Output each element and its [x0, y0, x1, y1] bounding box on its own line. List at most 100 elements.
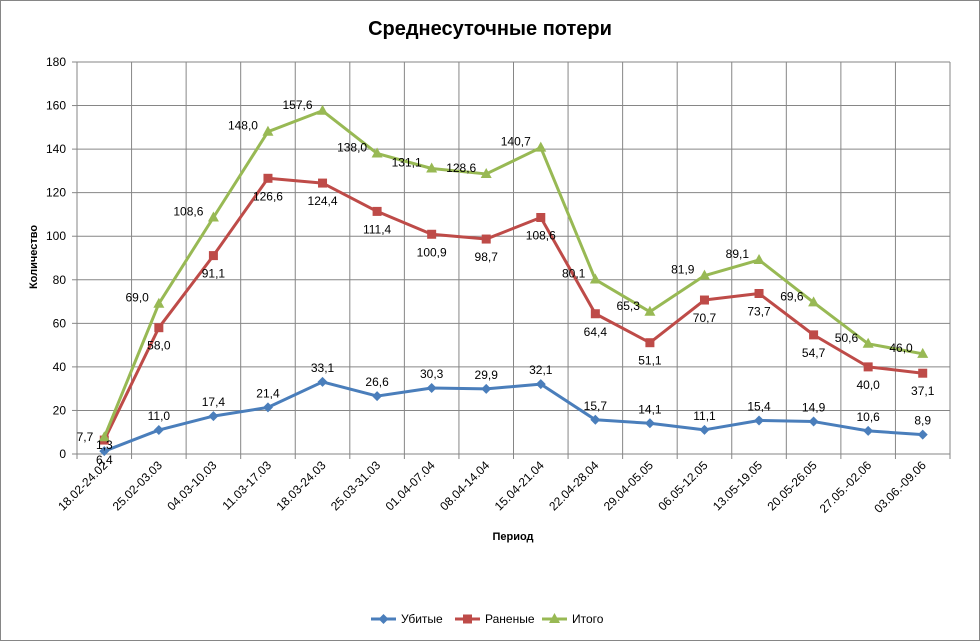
data-point: [154, 323, 164, 333]
data-label: 1,3: [96, 438, 113, 452]
legend-marker: [549, 613, 560, 623]
data-label: 33,1: [311, 361, 335, 375]
x-tick-label: 01.04-07.04: [383, 458, 438, 513]
data-label: 26,6: [365, 375, 389, 389]
data-point: [426, 162, 438, 173]
data-point: [754, 415, 765, 426]
x-tick-label: 25.02-03.03: [110, 458, 165, 513]
y-tick-label: 0: [59, 447, 66, 461]
data-point: [371, 147, 383, 158]
data-point: [262, 125, 274, 136]
data-label: 69,0: [125, 291, 149, 305]
data-label: 7,7: [77, 430, 94, 444]
data-point: [644, 305, 656, 316]
data-label: 108,6: [526, 228, 556, 242]
data-point: [263, 173, 273, 183]
data-point: [863, 425, 874, 436]
x-tick-label: 29.04-05.05: [601, 458, 656, 513]
data-label: 58,0: [147, 339, 171, 353]
data-point: [372, 206, 382, 216]
data-point: [262, 402, 273, 413]
data-label: 138,0: [337, 140, 367, 154]
data-label: 111,4: [363, 222, 392, 236]
legend-label: Итого: [572, 612, 604, 626]
legend: Убитые Раненые Итого: [371, 612, 604, 626]
data-label: 98,7: [475, 250, 499, 264]
data-label: 14,9: [802, 401, 826, 415]
x-tick-label: 11.03-17.03: [220, 458, 275, 513]
data-point: [753, 253, 765, 264]
data-point: [809, 330, 819, 340]
data-point: [918, 368, 928, 378]
series-line-1: [103, 380, 923, 453]
legend-marker: [463, 614, 472, 624]
data-label: 14,1: [638, 402, 662, 416]
data-label: 29,9: [475, 368, 499, 382]
legend-item-3: Итого: [542, 612, 604, 626]
data-label: 54,7: [802, 346, 826, 360]
x-tick-labels: 18.02-24.02 25.02-03.03 04.03-10.03 11.03-1…: [55, 458, 929, 516]
x-tick-label: 06.05-12.05: [655, 458, 710, 513]
y-tick-label: 160: [46, 99, 66, 113]
data-labels: 1,3 11,0 17,4 21,4 33,1 26,6 30,3 29,9 32,1 15,7 1…: [77, 98, 935, 467]
data-point: [917, 429, 928, 440]
data-label: 69,6: [780, 289, 804, 303]
data-label: 148,0: [228, 119, 258, 133]
data-label: 51,1: [638, 354, 662, 368]
data-label: 37,1: [911, 384, 935, 398]
data-point: [589, 273, 601, 284]
data-point: [99, 446, 110, 457]
data-label: 8,9: [914, 414, 931, 428]
data-label: 128,6: [446, 161, 476, 175]
y-axis-title: Количество: [28, 225, 40, 289]
data-point: [862, 337, 874, 348]
data-point: [153, 425, 164, 436]
data-label: 157,6: [283, 98, 313, 112]
data-point: [318, 178, 328, 188]
axes: [72, 61, 951, 459]
data-point: [699, 295, 709, 305]
data-label: 21,4: [256, 386, 280, 400]
data-point: [372, 391, 383, 402]
data-label: 40,0: [856, 378, 880, 392]
data-point: [481, 234, 491, 244]
data-label: 80,1: [562, 267, 586, 281]
data-label: 15,4: [747, 399, 771, 413]
chart-title: Среднесуточные потери: [368, 18, 612, 40]
data-point: [645, 338, 655, 348]
data-point: [153, 297, 165, 308]
legend-item-2: Раненые: [455, 612, 535, 626]
data-point: [207, 211, 219, 222]
x-tick-label: 22.04-28.04: [546, 458, 601, 513]
data-label: 81,9: [671, 263, 695, 277]
data-label: 11,1: [693, 409, 716, 423]
data-point: [808, 416, 819, 427]
series-group: [98, 104, 929, 457]
y-tick-label: 40: [53, 360, 67, 374]
x-tick-label: 15.04-21.04: [492, 458, 547, 513]
data-label: 100,9: [417, 245, 447, 259]
y-tick-label: 180: [46, 55, 66, 69]
data-point: [699, 424, 710, 435]
data-label: 108,6: [173, 204, 203, 218]
data-label: 65,3: [617, 299, 641, 313]
data-point: [698, 269, 710, 280]
data-label: 50,6: [835, 331, 859, 345]
data-label: 10,6: [856, 410, 880, 424]
data-point: [590, 414, 601, 425]
data-point: [535, 141, 547, 152]
x-tick-label: 13.05-19.05: [710, 458, 765, 513]
data-point: [208, 251, 218, 261]
data-label: 30,3: [420, 367, 444, 381]
data-point: [427, 229, 437, 239]
x-tick-label: 25.03-31.03: [328, 458, 383, 513]
y-tick-label: 20: [53, 403, 67, 417]
data-point: [317, 104, 329, 115]
x-tick-label: 03.06.-09.06: [871, 458, 929, 516]
data-label: 126,6: [253, 189, 283, 203]
x-tick-label: 08.04-14.04: [437, 458, 492, 513]
y-tick-label: 60: [53, 316, 67, 330]
data-point: [426, 383, 437, 394]
x-tick-label: 04.03-10.03: [164, 458, 219, 513]
